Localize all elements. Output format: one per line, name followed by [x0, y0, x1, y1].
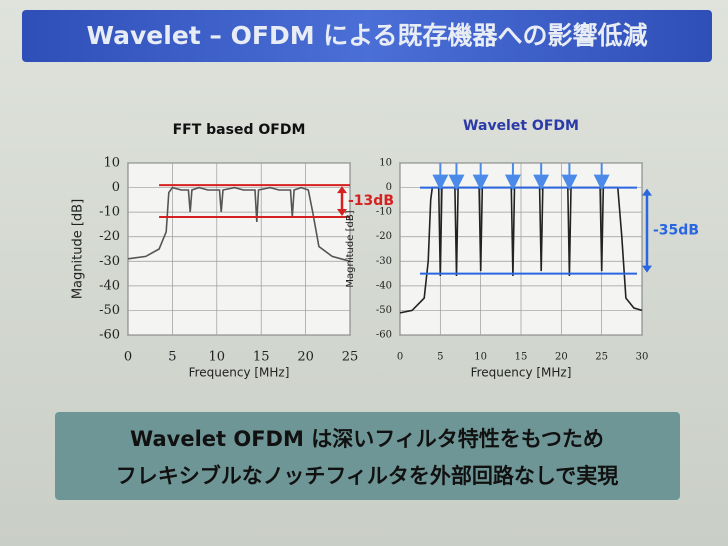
y-tick-label: -20 [376, 231, 392, 242]
x-tick-label: 5 [437, 352, 443, 363]
x-tick-label: 5 [168, 350, 176, 365]
x-tick-label: 10 [474, 352, 487, 363]
y-tick-label: -10 [376, 207, 392, 218]
x-axis-label: Frequency [MHz] [471, 366, 572, 380]
caption-line: フレキシブルなノッチフィルタを外部回路なしで実現 [116, 464, 619, 488]
title-banner [22, 10, 712, 62]
y-tick-label: -40 [99, 278, 120, 293]
annotation-label: -35dB [653, 223, 699, 239]
x-tick-label: 15 [253, 350, 270, 365]
y-tick-label: -20 [99, 229, 120, 244]
y-tick-label: -30 [99, 254, 120, 269]
y-tick-label: -10 [99, 205, 120, 220]
arrow-head [337, 186, 347, 217]
y-tick-label: 0 [386, 182, 392, 193]
caption-line: Wavelet OFDM は深いフィルタ特性をもつため [130, 427, 604, 451]
y-tick-label: -50 [376, 305, 392, 316]
x-tick-label: 25 [342, 350, 359, 365]
x-tick-label: 15 [515, 352, 528, 363]
x-tick-label: 20 [297, 350, 314, 365]
chart-title: Wavelet OFDM [463, 118, 579, 134]
caption-box [55, 412, 680, 500]
y-tick-label: -30 [376, 256, 392, 267]
y-tick-label: -60 [376, 330, 392, 341]
x-tick-label: 25 [595, 352, 608, 363]
x-tick-label: 20 [555, 352, 568, 363]
y-tick-label: -60 [99, 328, 120, 343]
y-tick-label: -50 [99, 303, 120, 318]
x-tick-label: 0 [397, 352, 403, 363]
x-tick-label: 10 [209, 350, 226, 365]
y-axis-label: Magnitude [dB] [345, 210, 356, 287]
y-tick-label: 0 [112, 180, 120, 195]
charts: FFT based OFDM 10 0 -10 -20 -30 -40 -50 -60 0 5 10 1… [71, 118, 700, 380]
y-tick-label: 10 [379, 158, 392, 169]
y-tick-label: 10 [103, 156, 120, 171]
x-tick-label: 0 [124, 350, 132, 365]
annotation-label: -13dB [348, 193, 394, 209]
plot-area [127, 162, 351, 336]
slide-title: Wavelet – OFDM による既存機器への影響低減 [86, 21, 647, 50]
chart-title: FFT based OFDM [173, 122, 306, 138]
x-tick-label: 30 [636, 352, 649, 363]
y-tick-label: -40 [376, 280, 392, 291]
y-axis-label: Magnitude [dB] [71, 199, 86, 299]
x-axis-label: Frequency [MHz] [189, 366, 290, 380]
spectrum-line [127, 186, 351, 263]
